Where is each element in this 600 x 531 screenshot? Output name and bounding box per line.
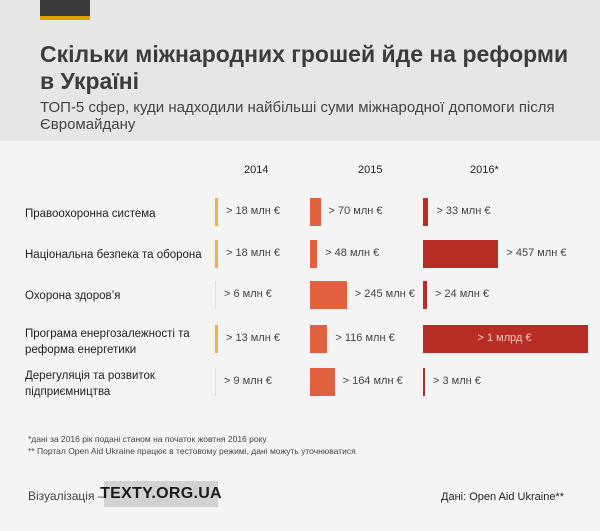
bar-2016-2 <box>423 281 427 309</box>
value-label-2014-3: > 13 млн € <box>226 332 281 344</box>
value-label-2015-3: > 116 млн € <box>335 332 395 344</box>
data-source: Дані: Open Aid Ukraine** <box>441 491 564 503</box>
value-label-2016-3: > 1 млрд € <box>477 332 532 344</box>
year-header-0: 2014 <box>244 164 269 176</box>
year-header-2: 2016* <box>470 164 499 176</box>
bar-2015-0 <box>310 198 321 226</box>
value-label-2015-1: > 48 млн € <box>325 247 380 259</box>
value-label-2014-1: > 18 млн € <box>226 247 281 259</box>
footnote-2: ** Портал Open Aid Ukraine працює в тест… <box>28 446 356 456</box>
bar-2014-1 <box>215 240 218 268</box>
bar-2014-3 <box>215 325 218 353</box>
value-label-2016-4: > 3 млн € <box>433 375 481 387</box>
credit-label: Візуалізація — <box>28 489 110 503</box>
value-label-2014-0: > 18 млн € <box>226 205 281 217</box>
bar-2016-4 <box>423 368 425 396</box>
flag-icon <box>40 0 90 20</box>
category-label-0: Правоохоронна система <box>25 208 156 220</box>
value-label-2016-0: > 33 млн € <box>436 205 491 217</box>
texty-logo[interactable]: TEXTY.ORG.UA <box>100 481 222 507</box>
page-title: Скільки міжнародних грошей йде на реформ… <box>40 41 569 94</box>
bar-2015-1 <box>310 240 318 268</box>
bar-2016-3 <box>423 325 588 353</box>
bar-2016-1 <box>423 240 499 268</box>
category-label-4-line1: підприємництва <box>25 386 111 398</box>
value-label-2015-4: > 164 млн € <box>342 375 403 387</box>
value-label-2015-0: > 70 млн € <box>328 205 383 217</box>
year-header-1: 2015 <box>358 164 383 176</box>
header: Скільки міжнародних грошей йде на реформ… <box>0 0 600 141</box>
value-label-2014-4: > 9 млн € <box>224 375 272 387</box>
value-label-2015-2: > 245 млн € <box>354 288 415 300</box>
bar-2014-2 <box>215 281 216 309</box>
value-label-2014-2: > 6 млн € <box>224 288 272 300</box>
bar-2015-2 <box>310 281 347 309</box>
bar-2014-0 <box>215 198 218 226</box>
category-label-3-line0: Програма енергозалежності та <box>25 328 190 340</box>
bar-2015-4 <box>310 368 335 396</box>
category-label-3-line1: реформа енергетики <box>25 344 137 356</box>
bar-2016-0 <box>423 198 429 226</box>
value-label-2016-2: > 24 млн € <box>434 288 489 300</box>
footnote-1: *дані за 2016 рік подані станом на почат… <box>28 434 267 444</box>
page-subtitle: ТОП-5 сфер, куди надходили найбільші сум… <box>40 99 555 133</box>
bar-2015-3 <box>310 325 328 353</box>
value-label-2016-1: > 457 млн € <box>506 247 567 259</box>
category-label-1: Національна безпека та оборона <box>25 249 202 261</box>
category-label-2: Охорона здоров’я <box>25 290 121 302</box>
bar-2014-4 <box>215 368 216 396</box>
category-label-4-line0: Дерегуляція та розвиток <box>25 370 155 382</box>
